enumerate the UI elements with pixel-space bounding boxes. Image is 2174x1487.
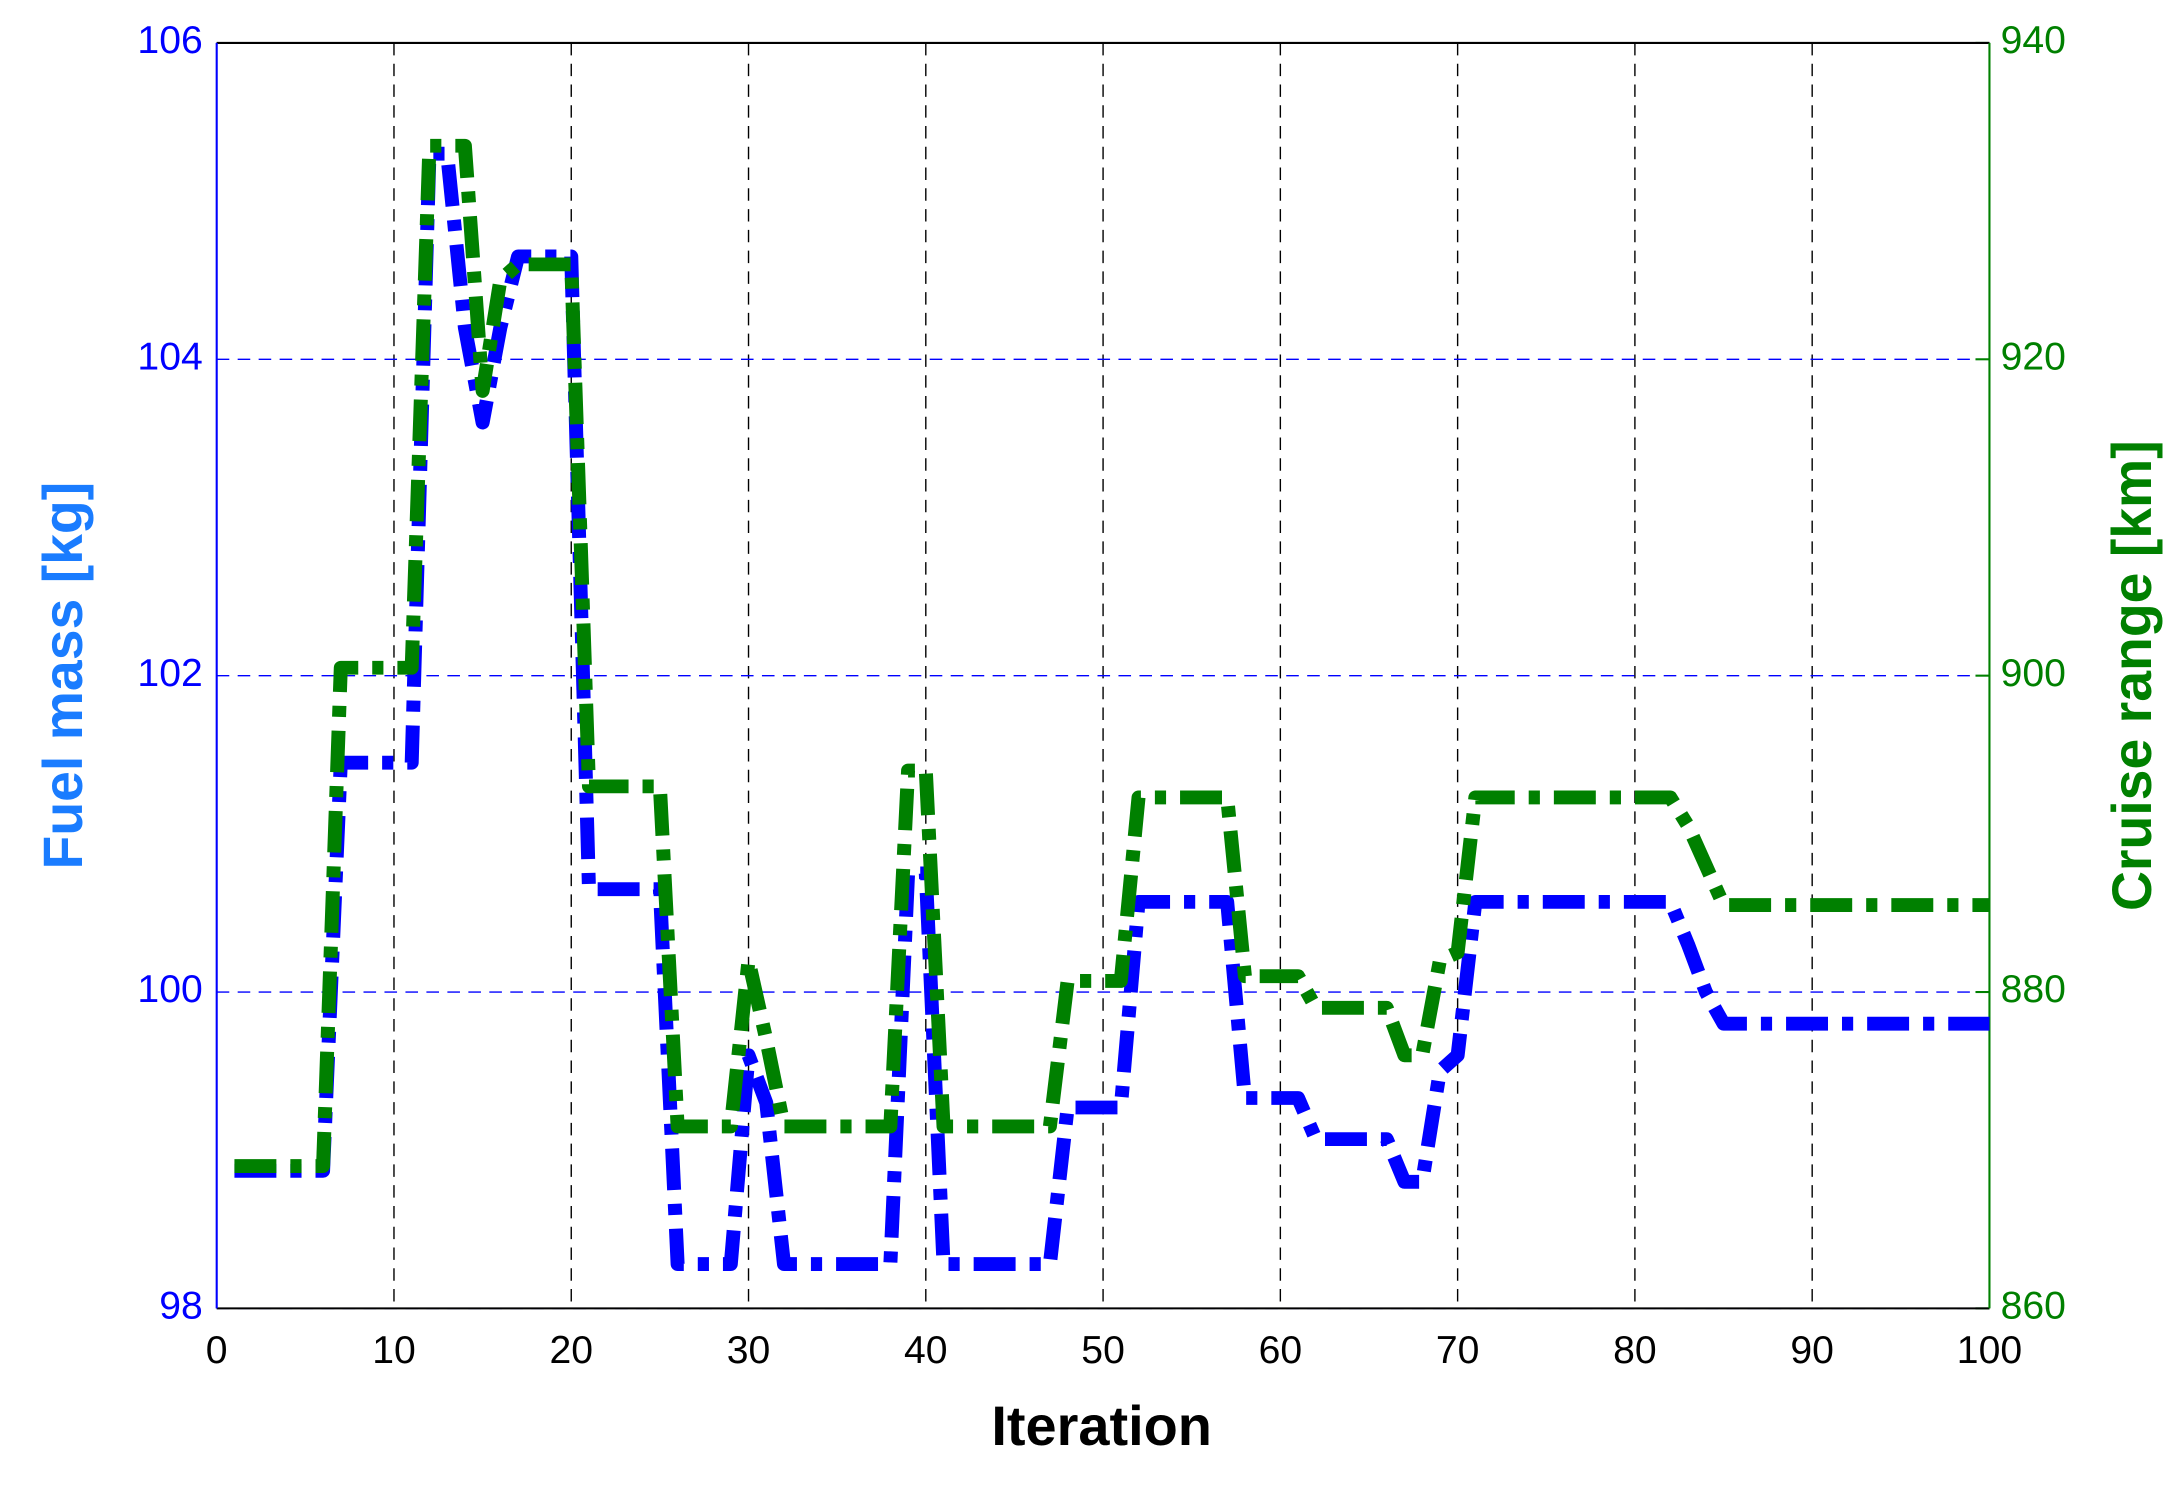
x-tick-label: 100: [1957, 1329, 2022, 1372]
x-tick-label: 90: [1790, 1329, 1834, 1372]
x-tick-label: 70: [1436, 1329, 1480, 1372]
y2-tick-label: 860: [2001, 1285, 2066, 1328]
y-tick-label: 102: [137, 652, 202, 695]
x-axis-label: Iteration: [991, 1395, 1212, 1457]
x-tick-label: 50: [1081, 1329, 1125, 1372]
y-axis-label: Fuel mass [kg]: [32, 482, 94, 870]
x-tick-label: 10: [372, 1329, 416, 1372]
y2-axis-label: Cruise range [km]: [2101, 440, 2163, 911]
y2-tick-label: 880: [2001, 968, 2066, 1011]
x-tick-label: 20: [549, 1329, 593, 1372]
y2-tick-label: 900: [2001, 652, 2066, 695]
x-tick-label: 60: [1259, 1329, 1303, 1372]
y-tick-label: 98: [159, 1285, 203, 1328]
x-tick-label: 0: [206, 1329, 228, 1372]
data-line: [234, 138, 1990, 1173]
x-tick-label: 30: [727, 1329, 771, 1372]
y2-tick-label: 940: [2001, 19, 2066, 62]
x-tick-label: 80: [1613, 1329, 1657, 1372]
x-tick-label: 40: [904, 1329, 948, 1372]
y-tick-label: 100: [137, 968, 202, 1011]
y-tick-label: 106: [137, 19, 202, 62]
y2-tick-label: 920: [2001, 336, 2066, 379]
y-tick-label: 104: [137, 336, 202, 379]
data-line: [234, 146, 1990, 1272]
